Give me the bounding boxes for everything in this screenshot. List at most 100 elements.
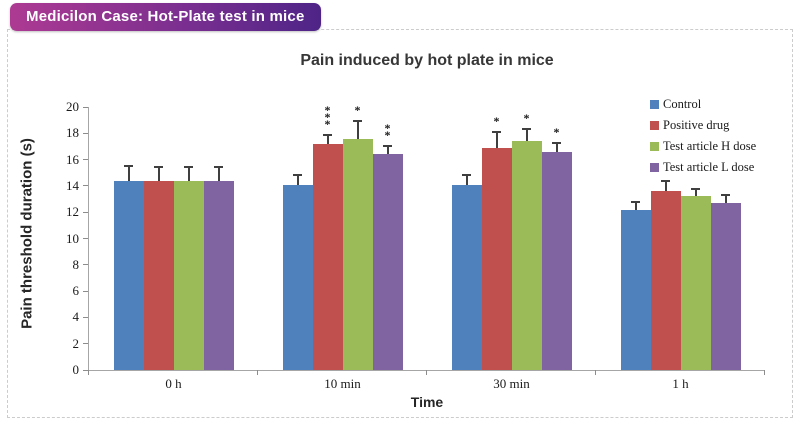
error-bar-line xyxy=(694,188,697,197)
significance-marker: * * xyxy=(384,121,391,143)
legend-item: Positive drug xyxy=(650,118,756,132)
y-axis-line xyxy=(88,107,89,370)
y-tick-label: 20 xyxy=(66,99,79,114)
y-tick-label: 4 xyxy=(72,309,80,325)
chart-legend: Control Positive drug Test article H dose T… xyxy=(650,97,756,181)
y-tick-mark xyxy=(83,132,88,134)
error-bar-cap xyxy=(721,194,730,197)
error-bar-cap xyxy=(492,130,501,133)
bar xyxy=(710,202,741,370)
error-bar-line xyxy=(555,142,558,152)
error-bar-cap xyxy=(124,165,133,168)
y-tick-label: 8 xyxy=(72,256,80,272)
legend-label: Positive drug xyxy=(663,117,730,132)
error-bar-cap xyxy=(353,120,362,123)
bar xyxy=(620,209,651,370)
bar xyxy=(282,184,313,370)
legend-label: Control xyxy=(663,96,702,111)
error-bar-cap xyxy=(323,133,332,136)
legend-swatch xyxy=(650,162,659,172)
y-tick-mark xyxy=(83,159,88,161)
y-tick-mark xyxy=(83,106,88,108)
error-bar-line xyxy=(465,175,468,185)
error-bar-cap xyxy=(214,166,223,169)
y-tick-label: 6 xyxy=(72,283,80,299)
error-bar-line xyxy=(127,166,130,181)
bar xyxy=(173,180,204,370)
x-tick-mark xyxy=(426,370,427,375)
error-bar-cap xyxy=(462,174,471,177)
legend-item: Control xyxy=(650,97,756,111)
error-bar-cap xyxy=(552,141,561,144)
error-bar-cap xyxy=(691,187,700,190)
bar xyxy=(203,180,234,370)
bar xyxy=(143,180,174,370)
x-tick-label: 30 min xyxy=(493,376,530,391)
significance-marker: * xyxy=(553,124,560,139)
legend-label: Test article L dose xyxy=(663,159,755,174)
error-bar-line xyxy=(634,201,637,210)
x-tick-mark xyxy=(257,370,258,375)
error-bar-line xyxy=(664,180,667,192)
x-tick-label: 1 h xyxy=(672,376,689,391)
y-axis-label: Pain threshold duration (s) xyxy=(18,138,36,329)
y-tick-label: 12 xyxy=(66,204,79,220)
error-bar-cap xyxy=(631,200,640,203)
legend-swatch xyxy=(650,141,659,151)
x-tick-mark xyxy=(88,370,89,375)
error-bar-line xyxy=(495,131,498,148)
legend-label: Test article H dose xyxy=(663,138,757,153)
legend-swatch xyxy=(650,120,659,130)
bar xyxy=(372,154,403,370)
error-bar-line xyxy=(386,146,389,155)
error-bar-cap xyxy=(154,166,163,169)
bar xyxy=(481,147,512,370)
significance-marker: * * * xyxy=(324,102,331,131)
bar xyxy=(451,184,482,370)
y-tick-mark xyxy=(83,369,88,371)
header-badge: Medicilon Case: Hot-Plate test in mice xyxy=(10,3,321,31)
error-bar-cap xyxy=(383,145,392,148)
y-tick-mark xyxy=(83,185,88,187)
bar xyxy=(650,191,681,370)
y-tick-mark xyxy=(83,316,88,318)
y-tick-label: 18 xyxy=(66,125,79,141)
y-tick-label: 14 xyxy=(66,177,79,193)
error-bar-cap xyxy=(184,166,193,169)
y-tick-label: 2 xyxy=(72,335,80,351)
significance-marker: * xyxy=(354,103,361,118)
bar xyxy=(511,141,542,370)
error-bar-line xyxy=(724,195,727,203)
significance-marker: * xyxy=(493,113,500,128)
x-axis-label: Time xyxy=(410,394,444,410)
error-bar-line xyxy=(296,175,299,185)
y-tick-label: 16 xyxy=(66,151,79,167)
bar xyxy=(541,151,572,370)
error-bar-line xyxy=(157,167,160,181)
error-bar-cap xyxy=(293,174,302,177)
x-tick-label: 10 min xyxy=(324,376,361,391)
bar xyxy=(312,143,343,370)
y-tick-mark xyxy=(83,238,88,239)
y-tick-label: 10 xyxy=(66,230,79,246)
legend-item: Test article L dose xyxy=(650,160,756,174)
x-tick-label: 0 h xyxy=(165,376,182,391)
error-bar-line xyxy=(326,134,329,144)
bar xyxy=(342,138,373,370)
y-tick-mark xyxy=(83,343,88,345)
chart-title: Pain induced by hot plate in mice xyxy=(300,52,554,69)
x-tick-mark xyxy=(764,370,765,375)
y-tick-mark xyxy=(83,264,88,266)
y-tick-label: 0 xyxy=(72,362,80,377)
error-bar-line xyxy=(217,167,220,181)
error-bar-cap xyxy=(661,179,670,182)
legend-item: Test article H dose xyxy=(650,139,756,153)
x-tick-mark xyxy=(595,370,596,375)
error-bar-line xyxy=(187,167,190,181)
error-bar-line xyxy=(525,129,528,142)
y-tick-mark xyxy=(83,211,88,213)
significance-marker: * xyxy=(523,111,530,126)
legend-swatch xyxy=(650,99,659,109)
bar xyxy=(680,196,711,370)
